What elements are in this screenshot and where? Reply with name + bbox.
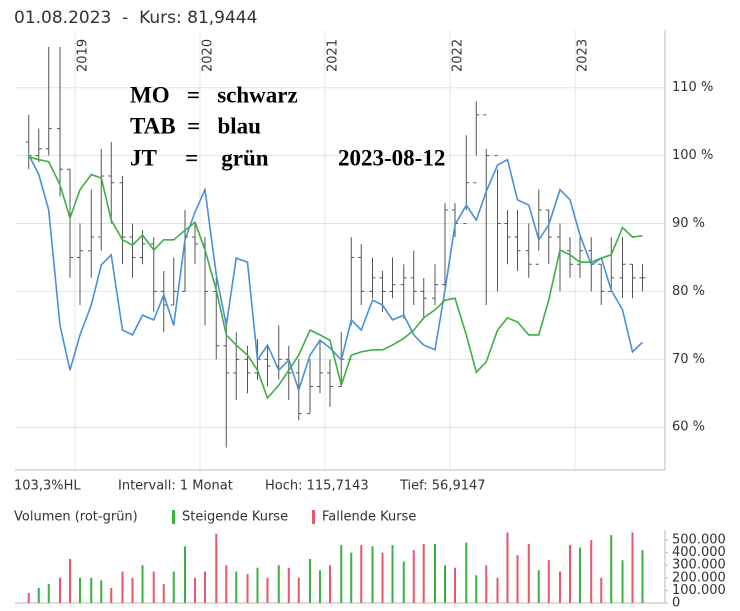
volume-bar (329, 565, 331, 603)
volume-bar (527, 543, 530, 603)
x-tick-label: 2021 (326, 39, 341, 72)
volume-bar (360, 545, 363, 603)
volume-bar (152, 571, 155, 603)
volume-bar (579, 547, 581, 603)
y-tick-label: 80 % (672, 284, 705, 299)
y-tick-label: 60 % (672, 420, 705, 435)
volume-bar (465, 542, 468, 603)
y-tick-label: 200.000 (672, 570, 726, 585)
volume-bar (256, 567, 259, 603)
volume-bar (162, 584, 165, 603)
volume-bar (391, 545, 394, 603)
volume-bar (225, 565, 228, 603)
volume-bar (610, 535, 613, 603)
volume-bar (381, 552, 384, 603)
y-tick-label: 500.000 (672, 533, 726, 548)
volume-bar (90, 577, 93, 603)
volume-bar (79, 577, 81, 603)
y-tick-label: 300.000 (672, 558, 726, 573)
volume-bar (309, 558, 311, 603)
volume-bar (194, 577, 196, 603)
annotation: MO = schwarz (130, 82, 298, 107)
volume-bar (402, 561, 405, 603)
volume-bar (454, 567, 456, 603)
chart-title: 01.08.2023 - Kurs: 81,9444 (14, 8, 257, 28)
volume-bar (141, 565, 144, 603)
volume-bar (350, 552, 353, 603)
y-tick-label: 100.000 (672, 583, 726, 598)
volume-bar (287, 567, 290, 603)
volume-bar (47, 584, 50, 603)
y-tick-label: 100 % (672, 148, 713, 163)
volume-bar (184, 546, 186, 603)
volume-bar (422, 543, 425, 603)
volume-bar (621, 560, 624, 603)
volume-bar (59, 577, 61, 603)
volume-bar (600, 577, 603, 603)
volume-bar (475, 575, 478, 603)
info-text: 103,3%HL (14, 479, 81, 494)
x-tick-label: 2019 (76, 39, 91, 72)
volume-bar (37, 587, 40, 603)
volume-bar (100, 580, 103, 603)
volume-bar (496, 577, 499, 603)
info-text: Hoch: 115,7143 (265, 479, 369, 494)
volume-bar (559, 571, 561, 603)
volume-bar (121, 571, 124, 603)
y-tick-label: 70 % (672, 352, 705, 367)
line (28, 154, 644, 393)
y-tick-label: 90 % (672, 216, 705, 231)
y-tick-label: 400.000 (672, 545, 726, 560)
volume-bar (590, 540, 593, 603)
annotation: TAB = blau (130, 113, 261, 138)
info-text: Tief: 56,9147 (399, 479, 486, 494)
y-tick-label: 0 (672, 596, 680, 611)
annotation: JT = grün (130, 145, 269, 170)
volume-bar (631, 532, 634, 603)
volume-bar (215, 533, 218, 603)
volume-bar (297, 577, 300, 603)
volume-bar (277, 565, 280, 603)
volume-bar (235, 571, 238, 603)
volume-bar (340, 545, 343, 603)
volume-bar (485, 565, 488, 603)
volume-bar (319, 570, 321, 603)
legend-label: Fallende Kurse (322, 510, 416, 525)
y-tick-label: 110 % (672, 80, 713, 95)
volume-bar (69, 558, 71, 603)
volume-bar (569, 545, 571, 603)
volume-bar (412, 550, 415, 603)
line (28, 156, 643, 400)
volume-title: Volumen (rot-grün) (14, 510, 138, 525)
legend-swatch (172, 510, 175, 524)
volume-bar (434, 543, 436, 603)
legend-swatch (312, 510, 315, 524)
volume-bar (27, 592, 30, 603)
legend-label: Steigende Kurse (182, 510, 288, 525)
x-tick-label: 2023 (576, 39, 591, 72)
info-text: Intervall: 1 Monat (118, 479, 233, 494)
volume-bar (547, 560, 550, 603)
x-tick-label: 2022 (451, 39, 466, 72)
volume-bar (131, 577, 134, 603)
volume-bar (516, 555, 519, 603)
x-tick-label: 2020 (201, 39, 216, 72)
volume-bar (246, 574, 249, 603)
volume-bar (172, 571, 175, 603)
volume-bar (371, 546, 374, 603)
volume-bar (444, 565, 446, 603)
volume-bar (110, 587, 113, 603)
volume-bar (641, 550, 644, 603)
volume-bar (537, 570, 540, 603)
volume-bar (506, 532, 509, 603)
volume-bar (266, 577, 269, 603)
annotation: 2023-08-12 (338, 145, 445, 170)
volume-bar (204, 571, 206, 603)
